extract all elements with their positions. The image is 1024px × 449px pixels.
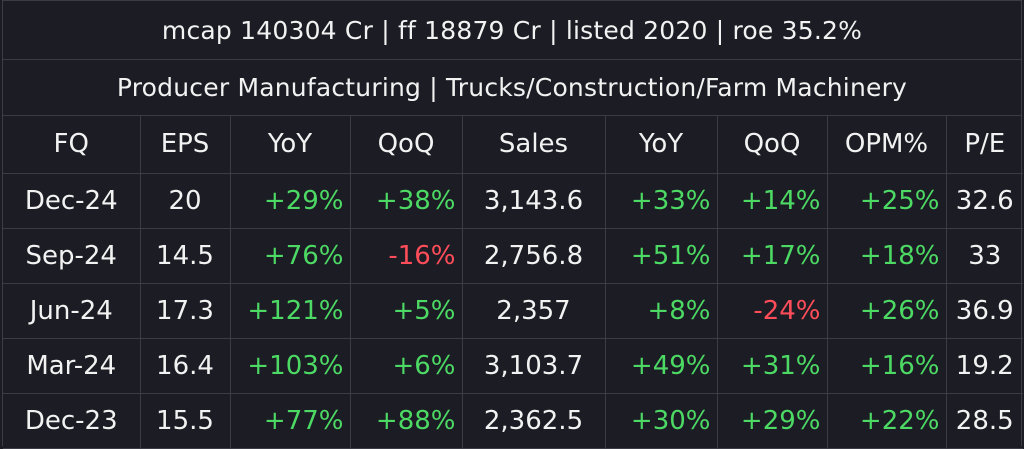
pe-cell: 32.6 xyxy=(946,173,1023,229)
eps-yoy-cell: +29% xyxy=(230,173,351,229)
sector-industry: Producer Manufacturing | Trucks/Construc… xyxy=(3,60,1021,116)
header-eps-qoq: QoQ xyxy=(350,116,463,174)
header-opm: OPM% xyxy=(827,116,947,174)
opm-cell: +26% xyxy=(827,283,947,339)
eps-qoq-cell: +88% xyxy=(350,393,463,449)
fq-cell: Dec-24 xyxy=(3,173,141,229)
sales-qoq-cell: -24% xyxy=(717,283,828,339)
header-eps: EPS xyxy=(140,116,231,174)
header-fq: FQ xyxy=(3,116,141,174)
fq-cell: Mar-24 xyxy=(3,338,141,394)
opm-cell: +18% xyxy=(827,228,947,284)
table-row: Dec-24 20 +29% +38% 3,143.6 +33% +14% +25% 32.6 xyxy=(3,173,1023,229)
eps-yoy-cell: +103% xyxy=(230,338,351,394)
sales-qoq-cell: +14% xyxy=(717,173,828,229)
table-header-row: FQ EPS YoY QoQ Sales YoY QoQ OPM% P/E xyxy=(3,116,1023,174)
pe-cell: 36.9 xyxy=(946,283,1023,339)
opm-cell: +22% xyxy=(827,393,947,449)
sales-cell: 3,143.6 xyxy=(462,173,606,229)
header-sales: Sales xyxy=(462,116,606,174)
pe-cell: 19.2 xyxy=(946,338,1023,394)
header-pe: P/E xyxy=(946,116,1023,174)
sales-cell: 2,756.8 xyxy=(462,228,606,284)
sales-cell: 2,357 xyxy=(462,283,606,339)
eps-cell: 15.5 xyxy=(140,393,231,449)
fq-cell: Sep-24 xyxy=(3,228,141,284)
sales-yoy-cell: +30% xyxy=(605,393,718,449)
header-sales-yoy: YoY xyxy=(605,116,718,174)
eps-yoy-cell: +77% xyxy=(230,393,351,449)
eps-yoy-cell: +121% xyxy=(230,283,351,339)
sales-qoq-cell: +29% xyxy=(717,393,828,449)
eps-cell: 14.5 xyxy=(140,228,231,284)
header-eps-yoy: YoY xyxy=(230,116,351,174)
sales-yoy-cell: +49% xyxy=(605,338,718,394)
table-row: Dec-23 15.5 +77% +88% 2,362.5 +30% +29% +22% 28.… xyxy=(3,393,1023,449)
header-sales-qoq: QoQ xyxy=(717,116,828,174)
sector-industry-text: Producer Manufacturing | Trucks/Construc… xyxy=(116,73,908,102)
sales-yoy-cell: +8% xyxy=(605,283,718,339)
sales-qoq-cell: +17% xyxy=(717,228,828,284)
opm-cell: +16% xyxy=(827,338,947,394)
quarterly-results-table: FQ EPS YoY QoQ Sales YoY QoQ OPM% P/E De… xyxy=(3,116,1023,449)
market-summary: mcap 140304 Cr | ff 18879 Cr | listed 20… xyxy=(3,1,1021,60)
eps-qoq-cell: +6% xyxy=(350,338,463,394)
table-row: Jun-24 17.3 +121% +5% 2,357 +8% -24% +26% 36.9 xyxy=(3,283,1023,339)
eps-yoy-cell: +76% xyxy=(230,228,351,284)
fq-cell: Dec-23 xyxy=(3,393,141,449)
sales-yoy-cell: +33% xyxy=(605,173,718,229)
eps-cell: 17.3 xyxy=(140,283,231,339)
pe-cell: 33 xyxy=(946,228,1023,284)
market-summary-text: mcap 140304 Cr | ff 18879 Cr | listed 20… xyxy=(161,15,863,45)
pe-cell: 28.5 xyxy=(946,393,1023,449)
sales-yoy-cell: +51% xyxy=(605,228,718,284)
eps-qoq-cell: +38% xyxy=(350,173,463,229)
sales-cell: 3,103.7 xyxy=(462,338,606,394)
table-row: Sep-24 14.5 +76% -16% 2,756.8 +51% +17% +18% 33 xyxy=(3,228,1023,284)
sales-cell: 2,362.5 xyxy=(462,393,606,449)
eps-qoq-cell: -16% xyxy=(350,228,463,284)
eps-qoq-cell: +5% xyxy=(350,283,463,339)
eps-cell: 20 xyxy=(140,173,231,229)
opm-cell: +25% xyxy=(827,173,947,229)
eps-cell: 16.4 xyxy=(140,338,231,394)
table-row: Mar-24 16.4 +103% +6% 3,103.7 +49% +31% +16% 19.… xyxy=(3,338,1023,394)
sales-qoq-cell: +31% xyxy=(717,338,828,394)
fq-cell: Jun-24 xyxy=(3,283,141,339)
